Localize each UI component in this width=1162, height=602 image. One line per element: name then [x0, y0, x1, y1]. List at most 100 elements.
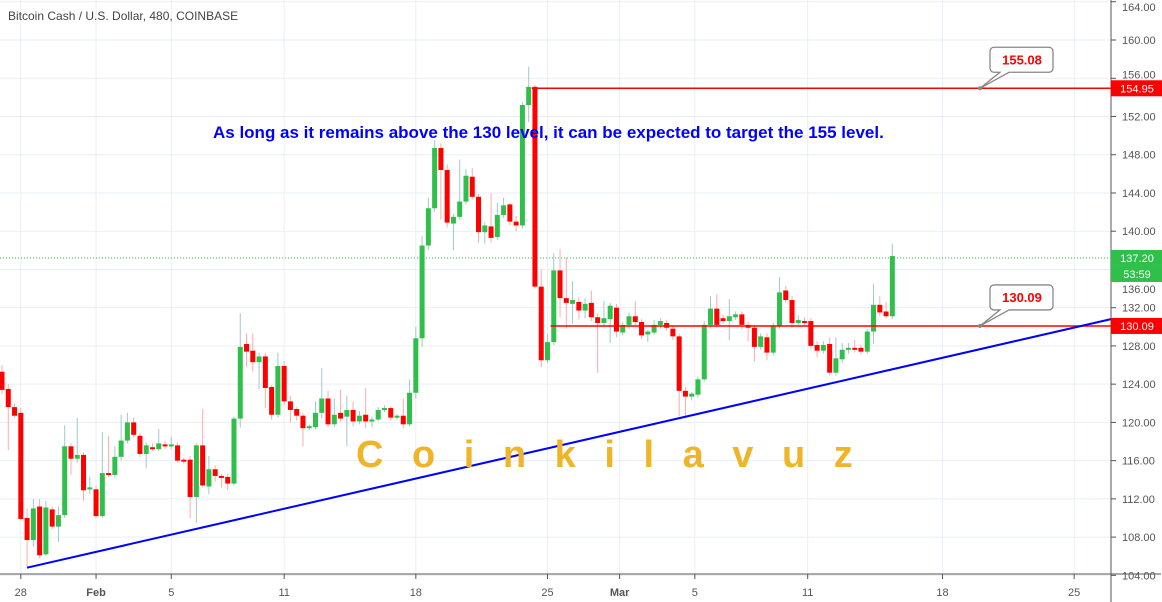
candle-body: [582, 303, 588, 311]
candle-body: [400, 415, 406, 425]
candle: [106, 435, 112, 477]
candle: [244, 333, 250, 367]
candle: [444, 164, 450, 228]
candle: [839, 343, 845, 364]
candle: [488, 192, 494, 243]
candle-body: [256, 356, 262, 363]
candle: [814, 341, 820, 358]
candle: [162, 440, 168, 450]
candle: [313, 401, 318, 430]
candle: [269, 385, 275, 420]
candle: [544, 334, 550, 364]
candle-body: [820, 344, 826, 351]
candle: [206, 455, 212, 495]
candle: [37, 498, 43, 559]
candle-body: [620, 324, 626, 333]
candle: [632, 300, 638, 325]
candle-body: [802, 321, 808, 324]
candle: [55, 506, 61, 542]
bar-countdown: 53:59: [1123, 269, 1151, 281]
candle-body: [657, 321, 663, 325]
candle: [526, 66, 532, 123]
candle: [758, 333, 764, 350]
candle-body: [300, 415, 306, 429]
candle: [670, 325, 676, 341]
y-tick-label: 120.00: [1122, 417, 1156, 429]
annotation-text: As long as it remains above the 130 leve…: [213, 123, 884, 142]
candle: [871, 283, 877, 345]
callout-130: 130.09: [978, 284, 1054, 328]
candle-body: [789, 300, 795, 323]
candle: [789, 296, 795, 328]
candle: [883, 301, 889, 319]
candle: [281, 361, 287, 406]
candle-body: [62, 446, 68, 516]
candle-body: [43, 507, 49, 555]
candle-body: [306, 426, 312, 429]
candle: [827, 337, 833, 376]
candle: [676, 333, 682, 417]
candle: [331, 398, 337, 428]
candle: [889, 243, 895, 320]
candle: [325, 390, 331, 428]
candle: [877, 296, 883, 317]
candle-body: [74, 454, 80, 459]
candle: [112, 446, 118, 478]
candle-body: [444, 170, 450, 223]
candle-body: [294, 409, 300, 416]
candle-body: [419, 245, 425, 339]
candle-body: [124, 422, 130, 441]
candle: [802, 317, 808, 325]
candle-body: [864, 331, 870, 352]
candle: [49, 506, 55, 530]
y-tick-label: 160.00: [1122, 35, 1156, 47]
candle-body: [0, 371, 5, 390]
candle-body: [331, 414, 337, 425]
candle: [5, 384, 11, 451]
y-tick-label: 132.00: [1122, 303, 1156, 315]
x-tick-label: 25: [1068, 587, 1080, 599]
candle: [363, 387, 369, 429]
candle-body: [99, 473, 105, 517]
candle: [657, 318, 663, 329]
candle: [576, 297, 582, 320]
candle-body: [519, 105, 525, 226]
candle: [833, 337, 839, 376]
candle-body: [131, 422, 137, 435]
candle: [532, 84, 538, 289]
candle-body: [106, 473, 112, 476]
candle-body: [889, 256, 895, 317]
price-label-last-bg: [1111, 249, 1162, 266]
candle: [407, 379, 413, 427]
candle-body: [676, 336, 682, 391]
price-label-last: 137.20: [1120, 253, 1154, 265]
candle-body: [814, 344, 820, 351]
candle-body: [595, 317, 601, 323]
candle: [582, 298, 588, 319]
candle: [620, 322, 626, 336]
candle-body: [651, 324, 657, 333]
candle-body: [501, 205, 507, 215]
candle-body: [30, 508, 36, 540]
candle-body: [325, 398, 331, 425]
candle: [852, 340, 858, 353]
candle: [225, 474, 231, 491]
candle-body: [231, 418, 237, 484]
candle: [513, 215, 519, 232]
x-tick-label: Feb: [86, 587, 106, 599]
candle-body: [413, 338, 419, 393]
x-tick-label: 11: [278, 587, 289, 599]
candle: [795, 315, 801, 326]
candle-body: [287, 401, 293, 410]
candle-body: [425, 208, 431, 246]
candle-body: [12, 407, 18, 416]
candle-body: [206, 469, 212, 487]
candle: [18, 408, 24, 520]
x-tick-label: 25: [541, 587, 553, 599]
candle-body: [168, 444, 174, 447]
candle-body: [375, 409, 381, 420]
candle-body: [200, 445, 206, 486]
candle: [81, 452, 87, 501]
